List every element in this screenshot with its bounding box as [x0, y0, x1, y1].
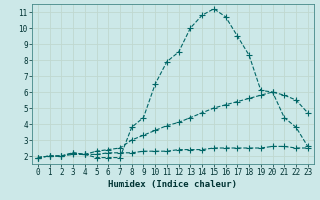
X-axis label: Humidex (Indice chaleur): Humidex (Indice chaleur): [108, 180, 237, 189]
